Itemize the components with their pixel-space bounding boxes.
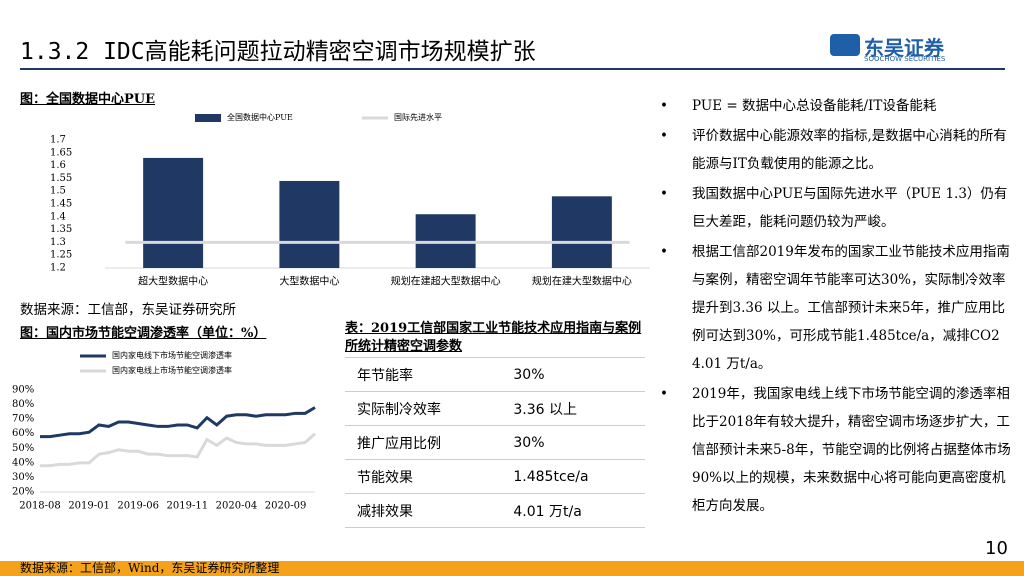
- y-tick-label: 1.7: [50, 135, 66, 146]
- bullet-list: PUE = 数据中心总设备能耗/IT设备能耗评价数据中心能源效率的指标,是数据中…: [660, 92, 1012, 522]
- table-label: 推广应用比例: [345, 425, 502, 460]
- chart-source: 数据来源：工信部，东吴证券研究所: [20, 302, 236, 318]
- table-label: 减排效果: [345, 493, 502, 528]
- legend-label: 国际先进水平: [394, 112, 442, 122]
- table-label: 节能效果: [345, 459, 502, 494]
- y-tick-label: 1.65: [50, 147, 72, 158]
- bar: [279, 180, 340, 268]
- title-rule: [20, 68, 1005, 70]
- table-row: 减排效果 4.01 万t/a: [345, 493, 645, 528]
- footer-source: 数据来源：工信部，Wind，东吴证券研究所整理: [20, 561, 280, 575]
- y-tick-label: 30%: [12, 472, 34, 483]
- y-tick-label: 50%: [12, 443, 34, 454]
- footer-bar: [0, 561, 1024, 576]
- table-title: 表：2019工信部国家工业节能技术应用指南与案例所统计精密空调参数: [345, 321, 642, 354]
- bullet: PUE = 数据中心总设备能耗/IT设备能耗: [660, 92, 1012, 120]
- y-tick-label: 1.25: [50, 250, 72, 261]
- x-tick-label: 2019-11: [167, 501, 209, 512]
- table-value: 30%: [501, 357, 645, 392]
- x-tick-label: 2018-08: [19, 501, 61, 512]
- legend-label: 国内家电线下市场节能空调渗透率: [112, 350, 232, 360]
- y-tick-label: 80%: [12, 399, 34, 410]
- logo-text: 东吴证券: [864, 36, 944, 60]
- table-row: 节能效果 1.485tce/a: [345, 459, 645, 494]
- y-tick-label: 40%: [12, 457, 34, 468]
- x-tick-label: 2019-06: [117, 501, 159, 512]
- y-tick-label: 70%: [12, 414, 34, 425]
- x-tick-label: 大型数据中心: [279, 275, 339, 288]
- legend-label: 全国数据中心PUE: [227, 112, 293, 122]
- table: 年节能率 30% 实际制冷效率 3.36 以上 推广应用比例 30% 节能效果 1.485tc…: [345, 357, 645, 528]
- x-tick-label: 规划在建大型数据中心: [532, 275, 632, 288]
- series-line: [40, 432, 316, 468]
- bar: [143, 157, 204, 268]
- table-row: 实际制冷效率 3.36 以上: [345, 391, 645, 426]
- chart-title: 图：国内市场节能空调渗透率（单位：%）: [20, 326, 267, 341]
- y-tick-label: 90%: [12, 385, 34, 396]
- bullet: 评价数据中心能源效率的指标,是数据中心消耗的所有能源与IT负载使用的能源之比。: [660, 122, 1012, 178]
- series-line: [40, 406, 316, 439]
- table-row: 年节能率 30%: [345, 357, 645, 392]
- page-number: 10: [985, 538, 1008, 559]
- y-tick-label: 1.5: [50, 186, 66, 197]
- chart-title: 图：全国数据中心PUE: [20, 92, 156, 107]
- x-tick-label: 2019-01: [68, 501, 110, 512]
- logo-sub: SOOCHOW SECURITIES: [864, 55, 946, 63]
- table-value: 3.36 以上: [501, 391, 645, 426]
- table-value: 30%: [501, 425, 645, 460]
- table-value: 1.485tce/a: [501, 459, 645, 494]
- y-tick-label: 1.3: [50, 237, 66, 248]
- legend-label: 国内家电线上市场节能空调渗透率: [112, 365, 232, 375]
- table-label: 实际制冷效率: [345, 391, 502, 426]
- bullet: 2019年，我国家电线上线下市场节能空调的渗透率相比于2018年有较大提升，精密…: [660, 380, 1012, 520]
- y-tick-label: 1.2: [50, 263, 66, 274]
- slide-title: 1.3.2 IDC高能耗问题拉动精密空调市场规模扩张: [20, 39, 536, 65]
- x-tick-label: 2020-04: [216, 501, 258, 512]
- logo-icon: [830, 34, 860, 56]
- y-tick-label: 1.6: [50, 160, 66, 171]
- legend-swatch: [195, 114, 221, 122]
- x-tick-label: 超大型数据中心: [138, 275, 208, 288]
- y-tick-label: 20%: [12, 487, 34, 498]
- y-tick-label: 1.45: [50, 199, 72, 210]
- y-tick-label: 60%: [12, 428, 34, 439]
- table-row: 推广应用比例 30%: [345, 425, 645, 460]
- x-tick-label: 规划在建超大型数据中心: [391, 275, 501, 288]
- y-tick-label: 1.4: [50, 211, 66, 222]
- table-value: 4.01 万t/a: [501, 493, 645, 528]
- bar: [551, 196, 612, 268]
- bullet: 我国数据中心PUE与国际先进水平（PUE 1.3）仍有巨大差距，能耗问题仍较为严…: [660, 180, 1012, 236]
- x-tick-label: 2020-09: [265, 501, 307, 512]
- y-tick-label: 1.55: [50, 173, 72, 184]
- bullet: 根据工信部2019年发布的国家工业节能技术应用指南与案例，精密空调年节能率可达3…: [660, 238, 1012, 378]
- table-label: 年节能率: [345, 357, 502, 392]
- y-tick-label: 1.35: [50, 224, 72, 235]
